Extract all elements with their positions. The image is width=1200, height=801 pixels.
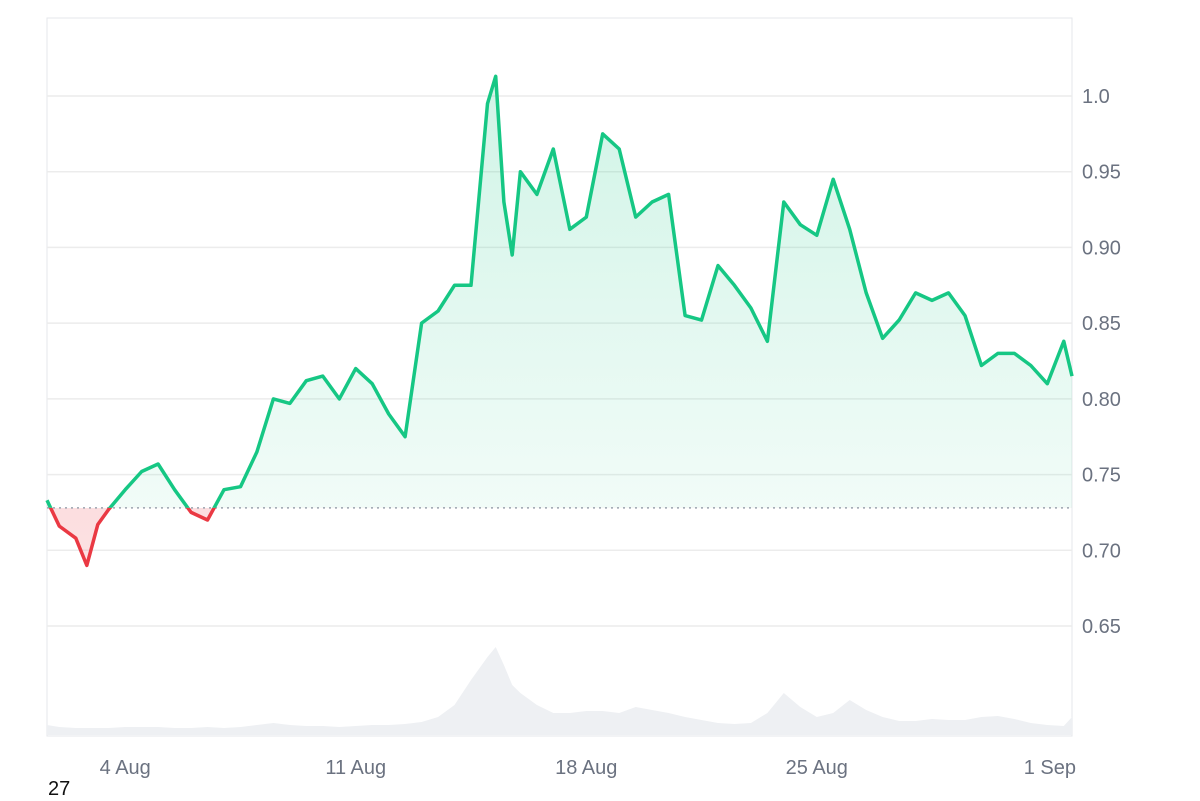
x-tick-label: 18 Aug (555, 757, 617, 779)
price-area-fill (47, 76, 1072, 566)
y-tick-label: 0.75 (1082, 465, 1121, 487)
y-tick-label: 0.65 (1082, 616, 1121, 638)
y-tick-label: 0.85 (1082, 313, 1121, 335)
y-tick-label: 1.0 (1082, 86, 1110, 108)
y-tick-label: 0.90 (1082, 237, 1121, 259)
price-line (45, 74, 1074, 568)
y-tick-label: 0.70 (1082, 540, 1121, 562)
y-tick-label: 0.95 (1082, 162, 1121, 184)
volume-area (47, 647, 1072, 735)
x-tick-label: 4 Aug (100, 757, 151, 779)
y-axis-ticks: 0.65 0.70 0.75 0.80 0.85 0.90 0.95 1.0 (1082, 86, 1121, 638)
y-tick-label: 0.80 (1082, 389, 1121, 411)
area-above-baseline (47, 76, 1072, 508)
price-line-up (45, 74, 1074, 508)
footnote-label: 27 (48, 778, 71, 800)
volume-shape (47, 647, 1072, 735)
x-tick-label: 25 Aug (786, 757, 848, 779)
x-tick-label: 1 Sep (1024, 757, 1076, 779)
x-axis-ticks: 4 Aug 11 Aug 18 Aug 25 Aug 1 Sep (100, 757, 1076, 779)
x-tick-label: 11 Aug (325, 757, 386, 779)
price-line-down (48, 507, 217, 568)
